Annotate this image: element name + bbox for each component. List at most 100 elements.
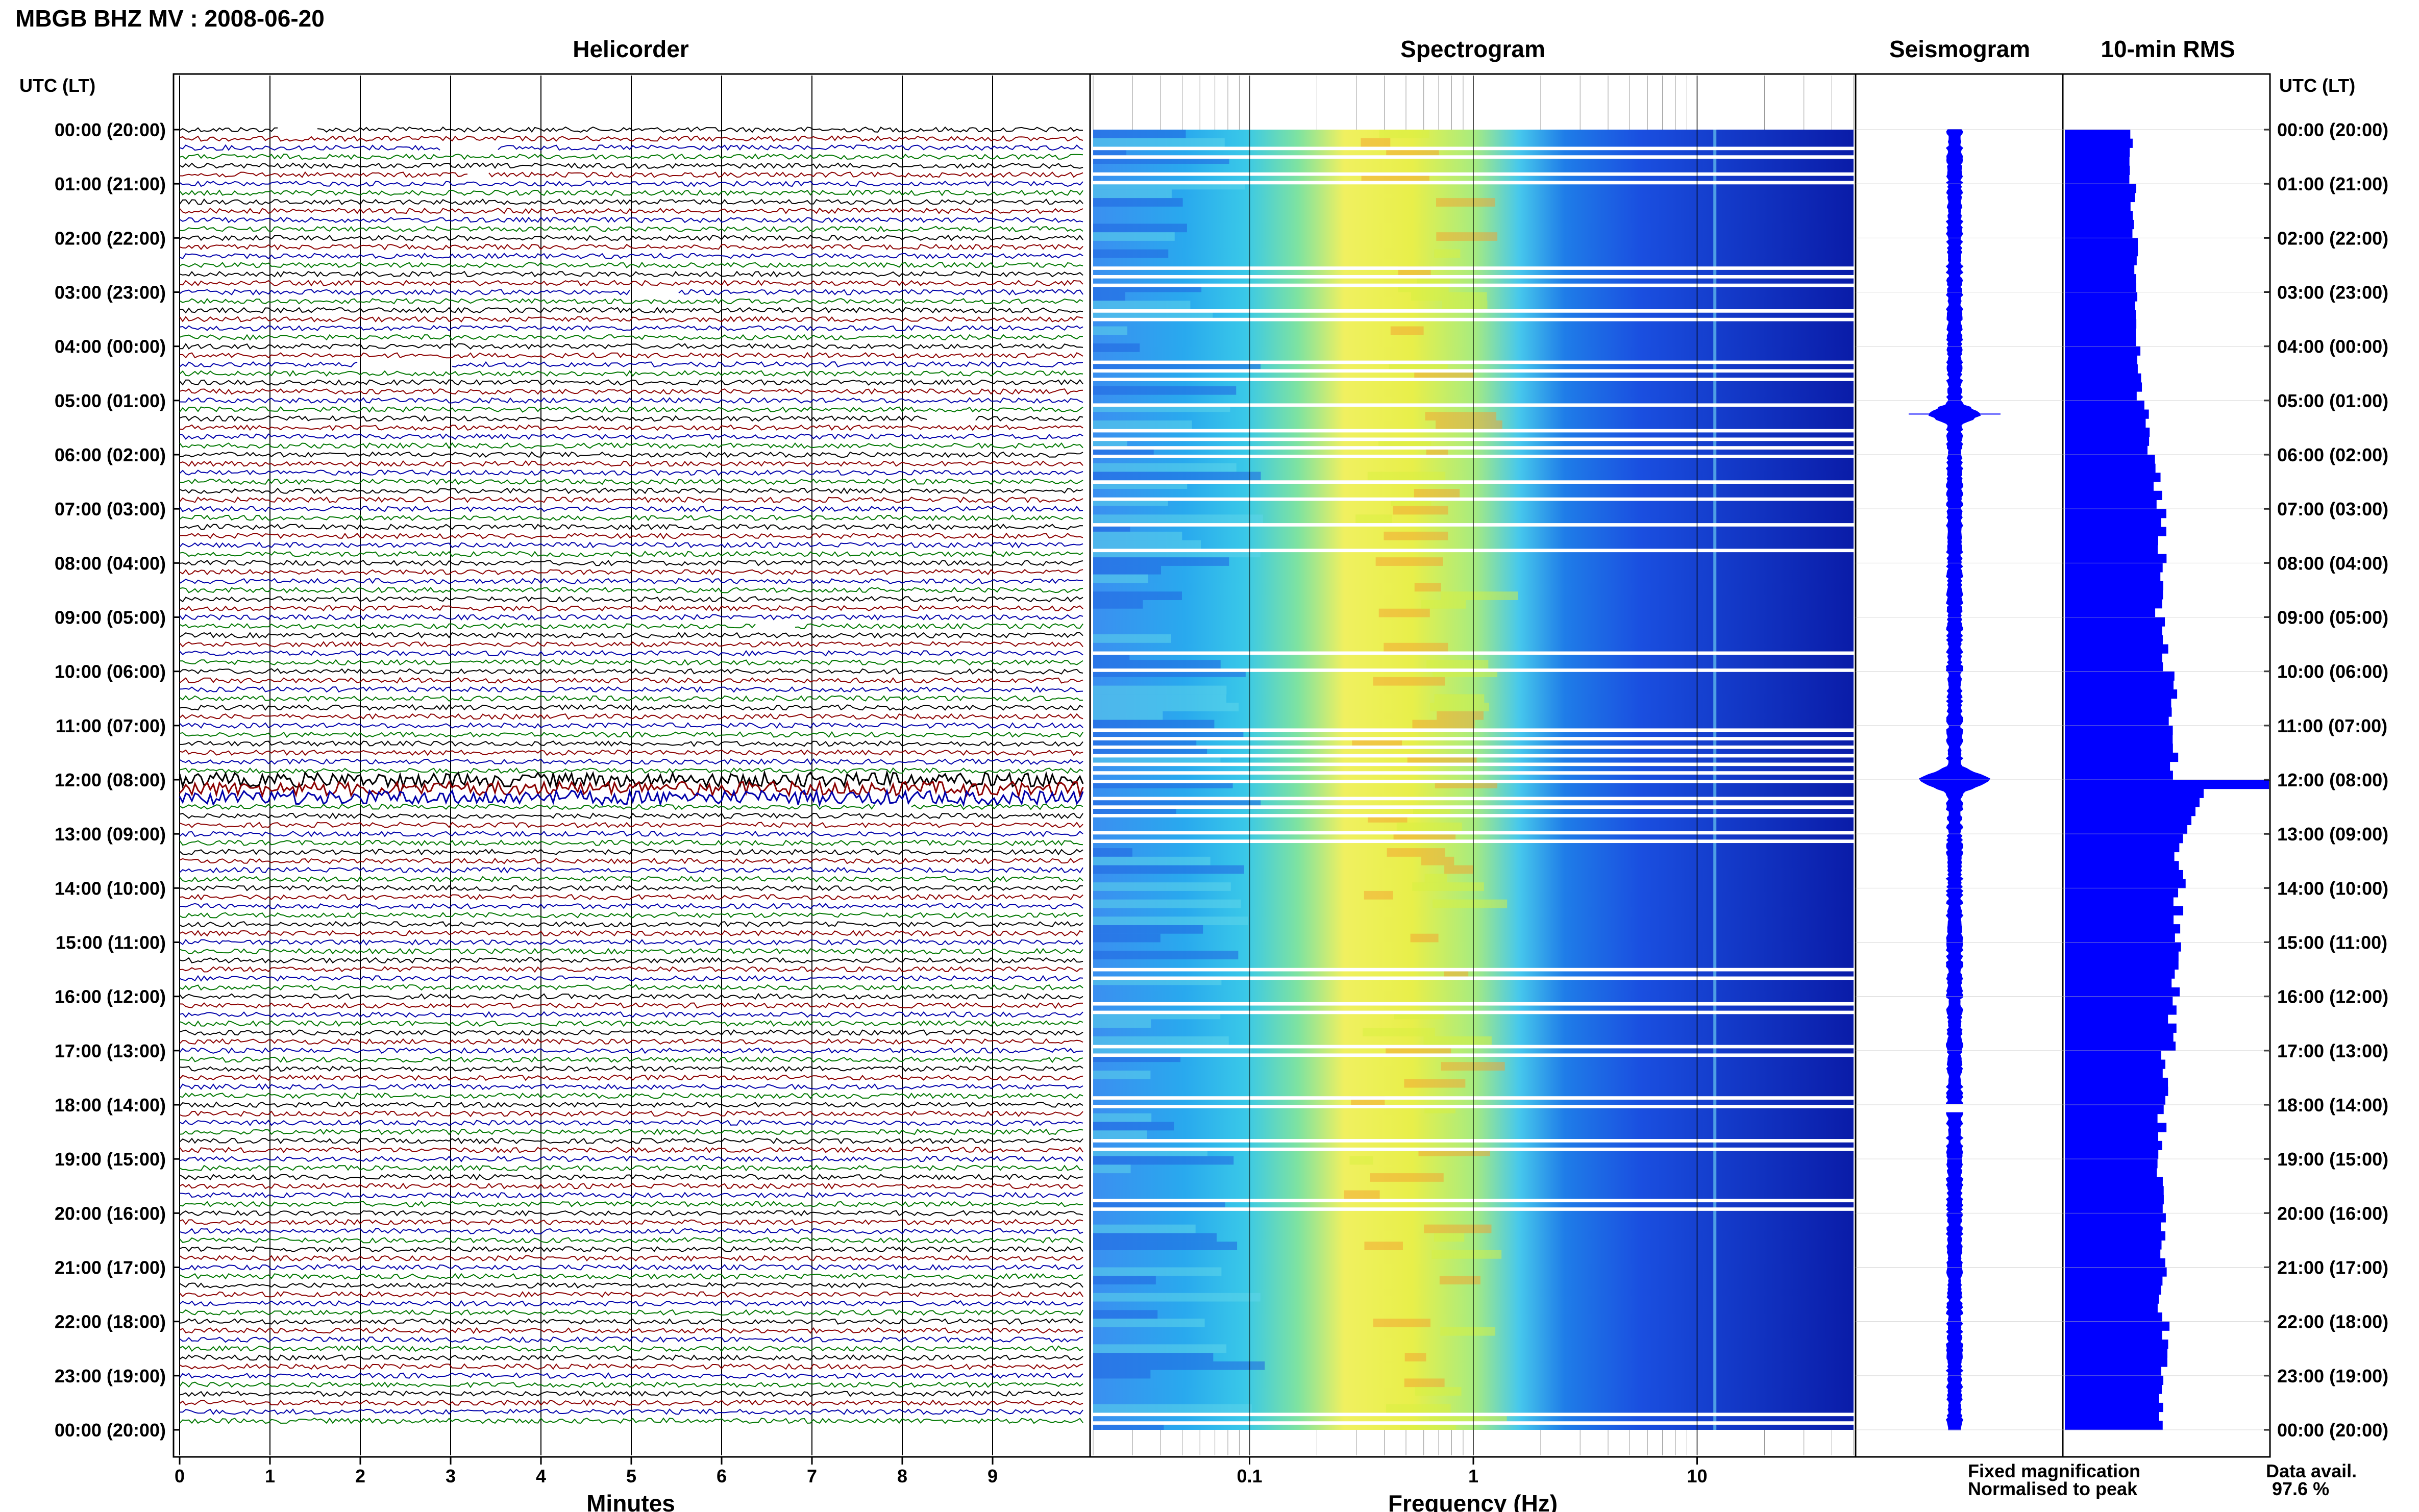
rms-bar xyxy=(2065,915,2174,925)
helicorder-trace xyxy=(179,713,1083,720)
rms-bar xyxy=(2065,1132,2159,1142)
rms-bar xyxy=(2065,626,2162,636)
rms-bar xyxy=(2065,536,2158,546)
spectrogram-texture xyxy=(1436,420,1502,429)
helicorder-trace xyxy=(179,1417,1083,1424)
helicorder-trace xyxy=(179,659,1083,666)
time-tick-label-left: 05:00 (01:00) xyxy=(55,390,166,411)
helicorder-trace xyxy=(179,686,1083,693)
helicorder-trace xyxy=(179,559,1083,566)
rms-bar xyxy=(2065,1348,2168,1358)
minute-tick-label: 9 xyxy=(988,1466,998,1486)
rms-bar xyxy=(2065,933,2175,943)
rms-bar xyxy=(2065,500,2157,509)
rms-bar xyxy=(2065,1042,2176,1051)
helicorder-trace xyxy=(179,532,1083,540)
helicorder-trace xyxy=(179,316,1083,323)
helicorder-trace xyxy=(180,343,1083,350)
rms-bar xyxy=(2065,761,2170,771)
spectrogram-texture xyxy=(1093,1070,1151,1079)
rms-bar xyxy=(2065,662,2163,672)
rms-bar xyxy=(2065,1168,2157,1178)
helicorder-trace xyxy=(179,1336,1083,1343)
legend-normalised-to-peak: Normalised to peak xyxy=(1968,1478,2138,1499)
time-tick-label-left: 08:00 (04:00) xyxy=(55,553,166,574)
rms-bar xyxy=(2065,1159,2158,1169)
helicorder-trace xyxy=(179,641,1083,648)
rms-bar xyxy=(2065,780,2269,789)
rms-bar xyxy=(2065,1005,2177,1015)
helicorder-trace xyxy=(179,749,1083,756)
spectrogram-texture xyxy=(1440,1327,1496,1336)
helicorder-trace xyxy=(179,153,1083,160)
rms-bar xyxy=(2065,1086,2168,1096)
rms-bar xyxy=(2065,409,2149,419)
rms-bar xyxy=(2065,517,2161,528)
rms-bar xyxy=(2065,1222,2161,1232)
time-tick-label-left: 22:00 (18:00) xyxy=(55,1311,166,1332)
helicorder-trace xyxy=(179,415,927,422)
time-tick-label-right: 23:00 (19:00) xyxy=(2277,1366,2388,1386)
rms-bar xyxy=(2065,1204,2163,1213)
helicorder-trace xyxy=(179,270,1083,278)
panel-title-spectrogram: Spectrogram xyxy=(1400,36,1545,62)
time-tick-label-right: 00:00 (20:00) xyxy=(2277,1420,2388,1441)
time-tick-label-right: 03:00 (23:00) xyxy=(2277,282,2388,303)
time-tick-label-right: 19:00 (15:00) xyxy=(2277,1149,2388,1170)
helicorder-trace xyxy=(179,1011,1083,1018)
spectrogram-texture xyxy=(1404,1378,1445,1387)
rms-bar xyxy=(2065,581,2163,590)
time-tick-label-right: 00:00 (20:00) xyxy=(2277,119,2388,140)
helicorder-trace xyxy=(179,767,1083,774)
x-axis-label-frequency: Frequency (Hz) xyxy=(1388,1490,1558,1512)
spectrogram-texture xyxy=(1093,720,1215,729)
rms-bar xyxy=(2065,725,2173,735)
helicorder-trace xyxy=(179,1363,1083,1370)
spectrogram-texture xyxy=(1093,189,1172,199)
rms-bar xyxy=(2065,1077,2168,1087)
rms-bar xyxy=(2065,617,2165,627)
helicorder-trace xyxy=(179,650,1083,657)
time-tick-label-right: 01:00 (21:00) xyxy=(2277,173,2388,194)
spectrogram-texture xyxy=(1093,865,1244,874)
panel-title-helicorder: Helicorder xyxy=(573,36,689,62)
rms-bar xyxy=(2065,1321,2170,1331)
spectrogram-texture xyxy=(1093,711,1163,720)
spectrogram-texture xyxy=(1426,660,1489,669)
spectrogram-texture xyxy=(1367,472,1446,481)
helicorder-trace xyxy=(179,1146,1083,1153)
rms-bar xyxy=(2065,1330,2162,1340)
spectrogram-texture xyxy=(1439,1276,1480,1285)
spectrogram-texture xyxy=(1093,1344,1227,1353)
helicorder-trace xyxy=(179,957,1083,964)
rms-bar xyxy=(2065,743,2173,753)
rms-bar xyxy=(2065,951,2179,961)
helicorder-trace xyxy=(179,171,468,178)
spectrogram-texture xyxy=(1364,890,1393,900)
rms-bar xyxy=(2065,1276,2163,1286)
helicorder-trace xyxy=(179,1065,1083,1072)
helicorder-trace xyxy=(179,731,1083,738)
rms-bar xyxy=(2065,861,2179,871)
spectrogram-texture xyxy=(1093,925,1203,934)
spectrogram-texture xyxy=(1093,882,1231,891)
spectrogram-texture xyxy=(1093,565,1161,575)
spectrogram-texture xyxy=(1411,292,1487,301)
spectrogram-texture xyxy=(1423,1036,1492,1045)
rms-bar xyxy=(2065,1357,2167,1367)
helicorder-trace xyxy=(179,623,756,630)
rms-bar xyxy=(2065,1267,2167,1277)
helicorder-trace xyxy=(179,1029,1083,1036)
rms-bar xyxy=(2065,1231,2166,1241)
rms-bar xyxy=(2065,247,2138,257)
helicorder-trace xyxy=(179,1318,1083,1325)
rms-bar xyxy=(2065,1069,2163,1078)
rms-bar xyxy=(2065,771,2173,780)
minute-tick-label: 1 xyxy=(265,1466,275,1486)
helicorder-trace xyxy=(179,948,1083,955)
spectrogram-texture xyxy=(1093,1122,1174,1131)
spectrogram-texture xyxy=(1436,198,1495,207)
time-tick-label-right: 12:00 (08:00) xyxy=(2277,770,2388,790)
helicorder-trace xyxy=(179,866,1083,874)
spectrogram-texture xyxy=(1093,292,1125,301)
